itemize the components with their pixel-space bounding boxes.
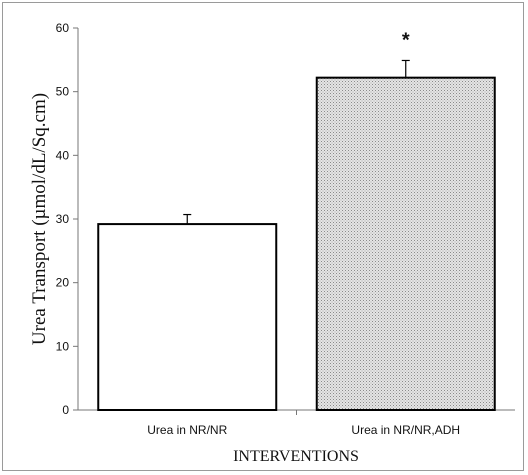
x-axis-title: INTERVENTIONS (233, 448, 359, 465)
x-category-label: Urea in NR/NR (147, 423, 227, 437)
bar-2 (315, 76, 496, 411)
y-tick-label: 30 (56, 212, 70, 226)
x-category-label: Urea in NR/NR,ADH (351, 423, 460, 437)
y-tick-label: 0 (62, 403, 69, 417)
y-tick-label: 60 (56, 21, 70, 35)
bars-group (97, 59, 496, 411)
labels-group: 0 10 20 30 40 50 60 Urea in NR/NR Urea in NR/NR,… (56, 21, 460, 437)
significance-marker: * (402, 29, 410, 51)
y-tick-label: 50 (56, 85, 70, 99)
y-tick-label: 20 (56, 276, 70, 290)
y-tick-label: 10 (56, 339, 70, 353)
y-axis-title: Urea Transport (µmol/dL/Sq.cm) (29, 93, 50, 345)
bar-1 (97, 223, 278, 411)
y-tick-label: 40 (56, 148, 70, 162)
